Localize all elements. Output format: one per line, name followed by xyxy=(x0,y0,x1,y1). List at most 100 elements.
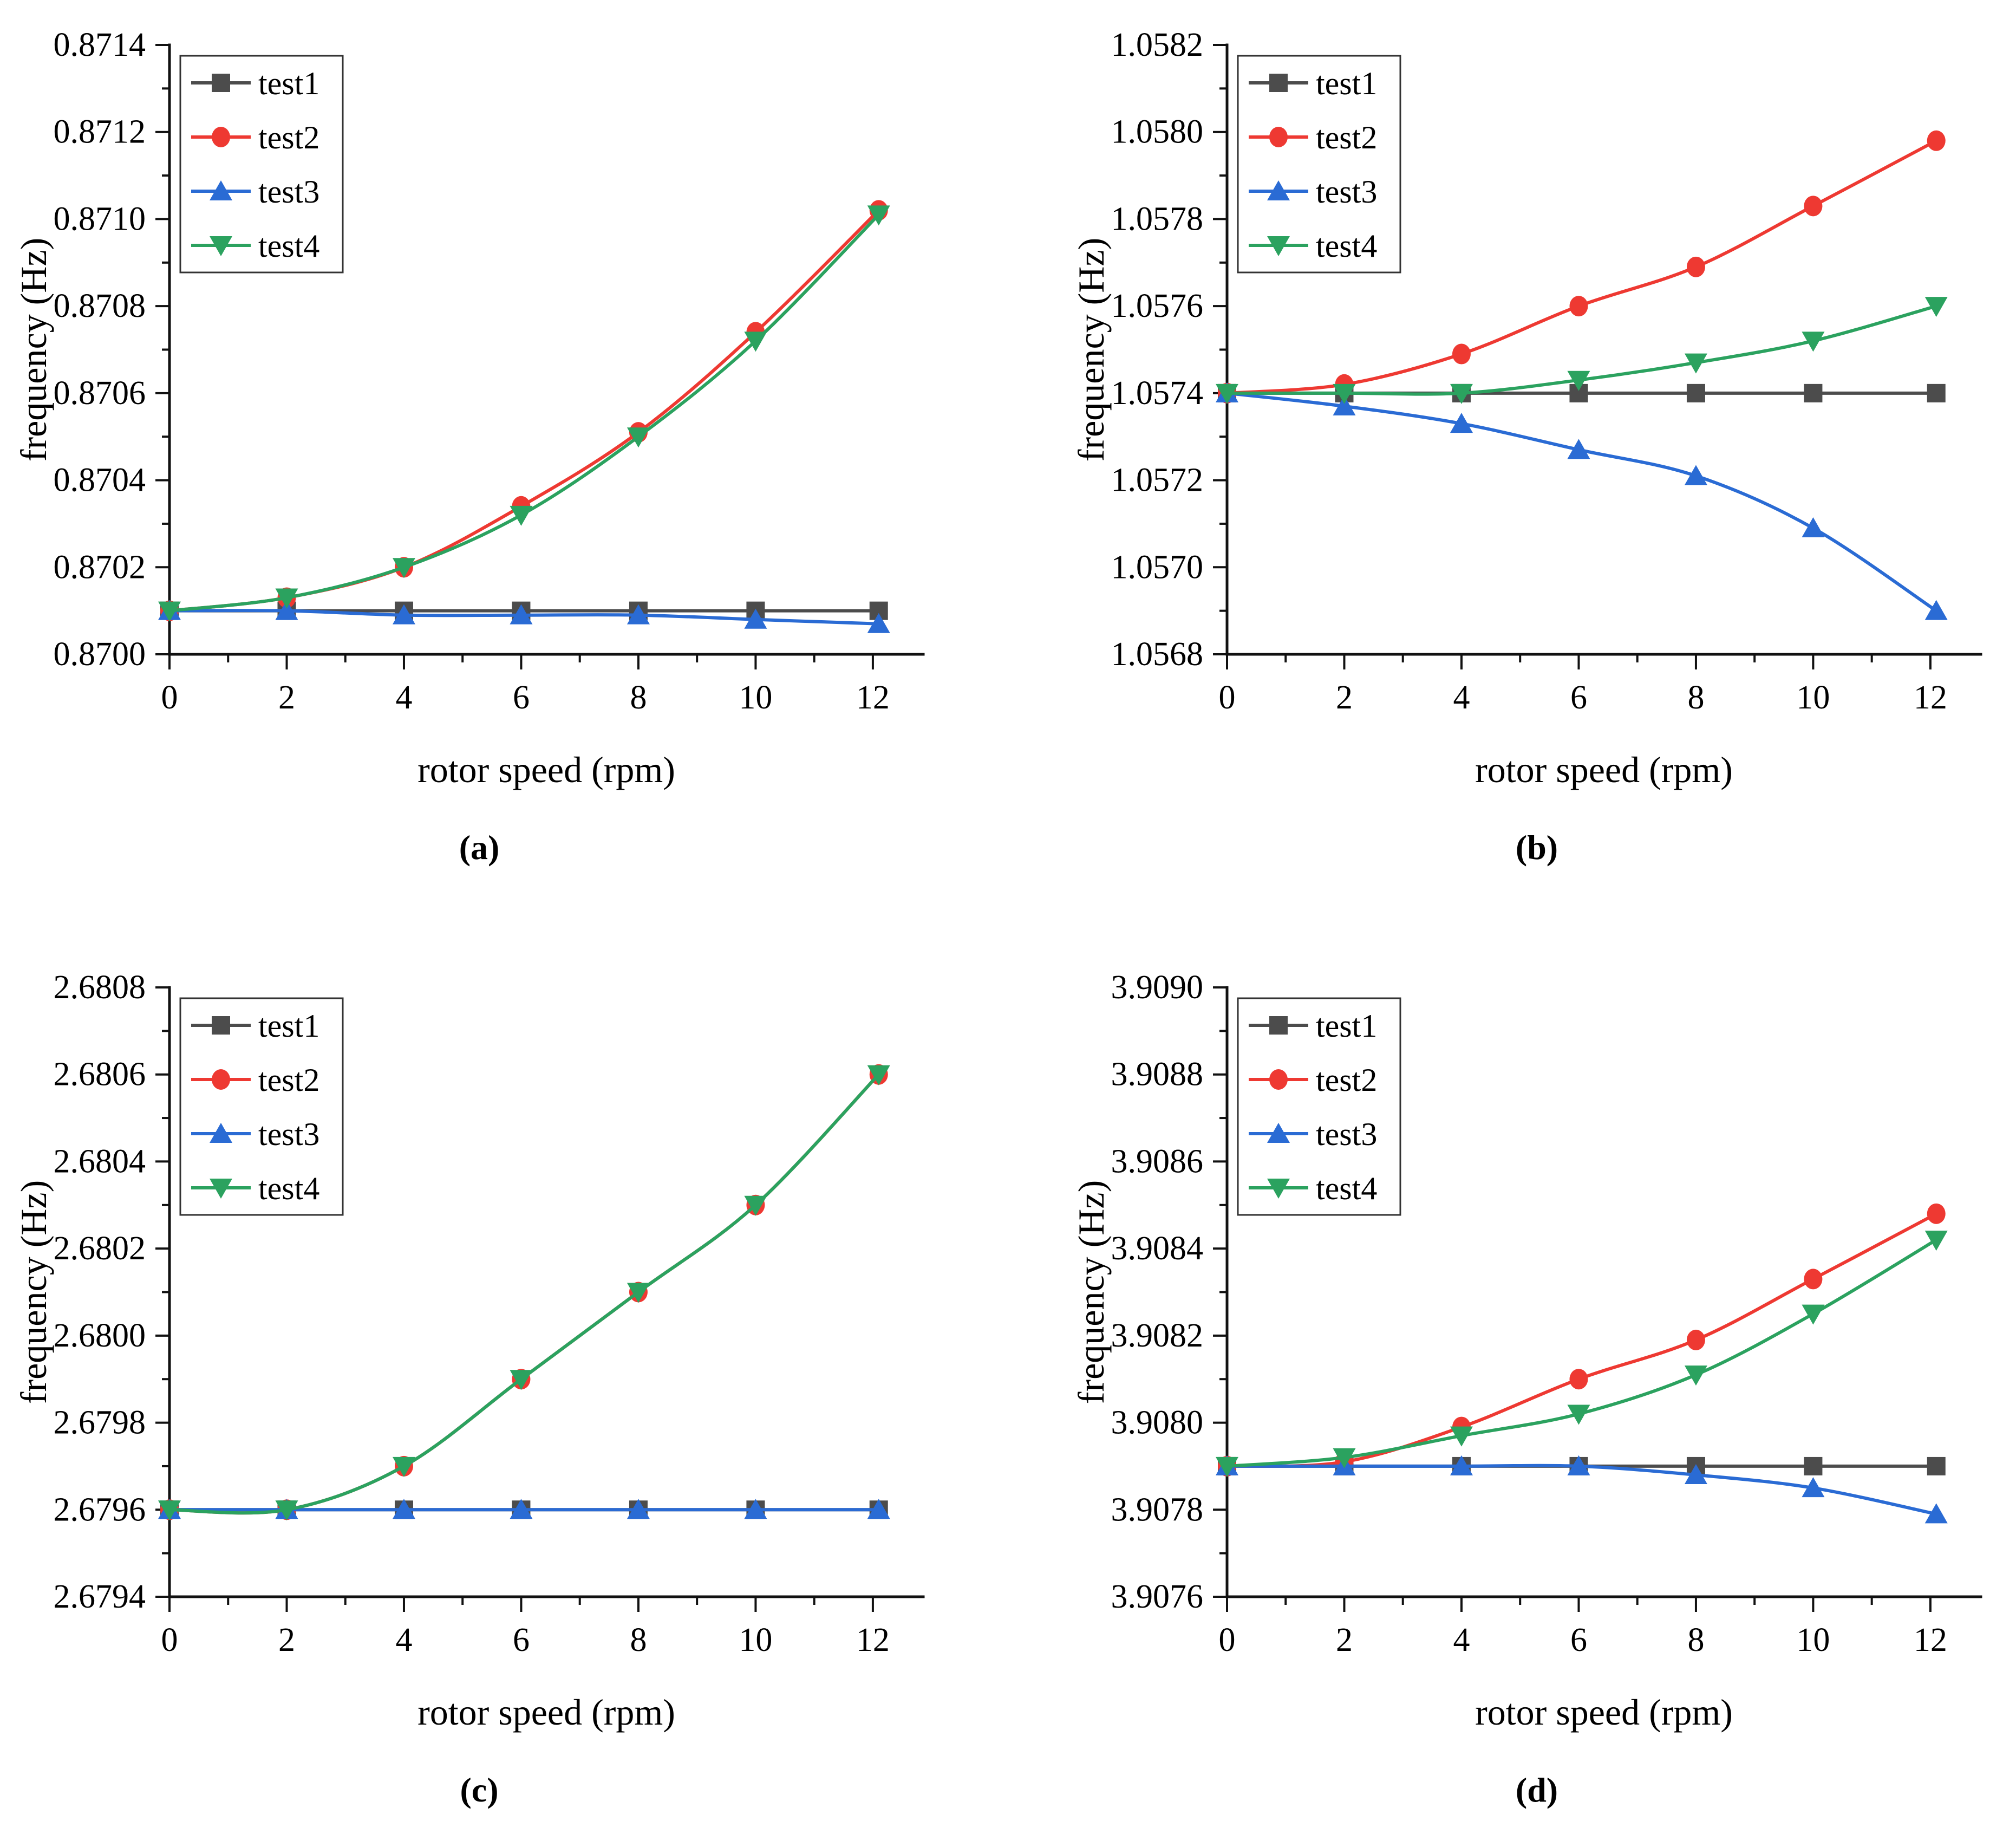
series-test4 xyxy=(158,1065,890,1521)
legend-label-test1: test1 xyxy=(258,1008,319,1044)
series-test3-marker xyxy=(1684,465,1707,485)
x-tick-label: 10 xyxy=(1796,679,1830,716)
tick-labels: 1.0568 1.0570 1.0572 1.0574 1.0576 1.0578 1.05… xyxy=(1111,27,1947,716)
x-tick-label: 10 xyxy=(1796,1622,1830,1659)
x-tick-label: 8 xyxy=(1687,679,1704,716)
legend-triangle-up-icon xyxy=(1267,1123,1290,1143)
series-test1-marker xyxy=(1686,383,1705,402)
x-tick-label: 6 xyxy=(513,1622,530,1659)
series-test1-marker xyxy=(1804,1456,1823,1475)
x-tick-label: 8 xyxy=(630,679,647,716)
series-test2-marker xyxy=(1804,1269,1823,1290)
legend-label-test2: test2 xyxy=(1316,1062,1377,1098)
legend-triangle-down-icon xyxy=(1267,236,1290,256)
caption-c: (c) xyxy=(460,1771,499,1809)
series-test3-marker xyxy=(275,600,298,620)
series-test1-marker xyxy=(1804,383,1823,402)
x-tick-label: 0 xyxy=(161,679,178,716)
y-tick-label: 1.0582 xyxy=(1111,27,1204,63)
y-tick-label: 2.6804 xyxy=(54,1143,146,1180)
tick-marks xyxy=(155,44,874,669)
legend-square-icon xyxy=(1269,1016,1288,1035)
y-tick-label: 1.0570 xyxy=(1111,549,1204,586)
x-tick-label: 4 xyxy=(395,1622,412,1659)
series-test2-marker xyxy=(1569,296,1588,317)
y-tick-label: 3.9086 xyxy=(1111,1143,1204,1180)
legend-label-test3: test3 xyxy=(1316,174,1377,210)
legend-triangle-up-icon xyxy=(210,1123,232,1143)
series-test3-marker xyxy=(392,1499,415,1519)
y-tick-label: 1.0576 xyxy=(1111,288,1204,324)
x-tick-label: 2 xyxy=(1336,1622,1353,1659)
x-tick-label: 10 xyxy=(739,1622,772,1659)
legend-circle-icon xyxy=(212,1069,230,1090)
series-test3-marker xyxy=(1333,395,1356,415)
x-tick-label: 12 xyxy=(856,679,890,716)
panel-b-chart: 1.0568 1.0570 1.0572 1.0574 1.0576 1.0578 1.05… xyxy=(1071,27,1982,790)
series-test4 xyxy=(1216,1231,1948,1477)
series-test4-marker xyxy=(1333,1448,1356,1468)
caption-b: (b) xyxy=(1515,828,1558,867)
series-test4-line xyxy=(169,213,880,613)
y-axis-title: frequency (Hz) xyxy=(1071,1180,1112,1404)
legend-label-test3: test3 xyxy=(258,174,319,210)
x-tick-label: 4 xyxy=(1453,679,1470,716)
series-test4-marker xyxy=(158,601,181,622)
y-tick-label: 1.0568 xyxy=(1111,636,1204,673)
series-test4-marker xyxy=(1684,353,1707,374)
series-test4-marker xyxy=(1216,1456,1238,1477)
y-tick-label: 2.6806 xyxy=(54,1056,146,1093)
series-test3-marker xyxy=(1924,1503,1948,1524)
series-test3-marker xyxy=(627,604,650,625)
y-tick-label: 1.0574 xyxy=(1111,375,1204,412)
panel-d-chart: 3.9076 3.9078 3.9080 3.9082 3.9084 3.9086 3.90… xyxy=(1071,969,1982,1733)
series-test4-marker xyxy=(1802,1304,1825,1325)
x-tick-label: 8 xyxy=(630,1622,647,1659)
series-test4-marker xyxy=(275,1500,298,1521)
y-tick-label: 3.9082 xyxy=(1111,1317,1204,1354)
y-tick-label: 2.6796 xyxy=(54,1491,146,1528)
legend-box xyxy=(179,997,344,1216)
series-test3-marker xyxy=(1684,1464,1707,1484)
legend: test1 test2 test3 test4 xyxy=(1237,55,1401,274)
x-tick-label: 0 xyxy=(161,1622,178,1659)
y-tick-label: 3.9080 xyxy=(1111,1404,1204,1441)
series-test3-marker xyxy=(1567,439,1590,459)
series-test4-marker xyxy=(1216,383,1238,404)
series-test3-marker xyxy=(1450,413,1473,433)
series-test4-marker xyxy=(1333,383,1356,404)
y-tick-label: 1.0572 xyxy=(1111,462,1204,499)
series-test4-marker xyxy=(392,558,415,578)
x-tick-label: 4 xyxy=(395,679,412,716)
series-test3-marker xyxy=(1450,1455,1473,1475)
tick-labels: 3.9076 3.9078 3.9080 3.9082 3.9084 3.9086 3.90… xyxy=(1111,969,1947,1659)
series-test4-marker xyxy=(1567,370,1590,391)
y-tick-label: 0.8706 xyxy=(54,375,146,412)
y-tick-label: 2.6800 xyxy=(54,1317,146,1354)
series-test3-marker xyxy=(510,1499,533,1519)
x-tick-label: 0 xyxy=(1219,679,1236,716)
x-tick-label: 12 xyxy=(1914,679,1947,716)
y-tick-label: 3.9076 xyxy=(1111,1578,1204,1615)
caption-d: (d) xyxy=(1515,1771,1558,1809)
tick-labels: 2.6794 2.6796 2.6798 2.6800 2.6802 2.6804 2.68… xyxy=(54,969,890,1659)
legend-box xyxy=(1237,997,1401,1216)
x-tick-label: 2 xyxy=(278,679,295,716)
series-test2-marker xyxy=(1686,1329,1705,1350)
y-tick-label: 0.8714 xyxy=(54,27,146,63)
legend-label-test3: test3 xyxy=(258,1116,319,1152)
series-test4-line xyxy=(1226,1238,1937,1468)
legend-label-test1: test1 xyxy=(258,66,319,101)
series-test4-marker xyxy=(744,331,767,352)
y-tick-label: 0.8704 xyxy=(54,462,146,499)
series-test3-marker xyxy=(392,604,415,625)
x-tick-label: 2 xyxy=(1336,679,1353,716)
x-axis-title: rotor speed (rpm) xyxy=(417,1692,675,1733)
y-tick-label: 3.9084 xyxy=(1111,1230,1204,1267)
series-test2-marker xyxy=(1927,130,1946,151)
series-test3 xyxy=(1216,382,1948,620)
series-test3-marker xyxy=(744,608,767,629)
legend-label-test4: test4 xyxy=(1316,228,1377,264)
series-test4-marker xyxy=(627,1283,650,1303)
